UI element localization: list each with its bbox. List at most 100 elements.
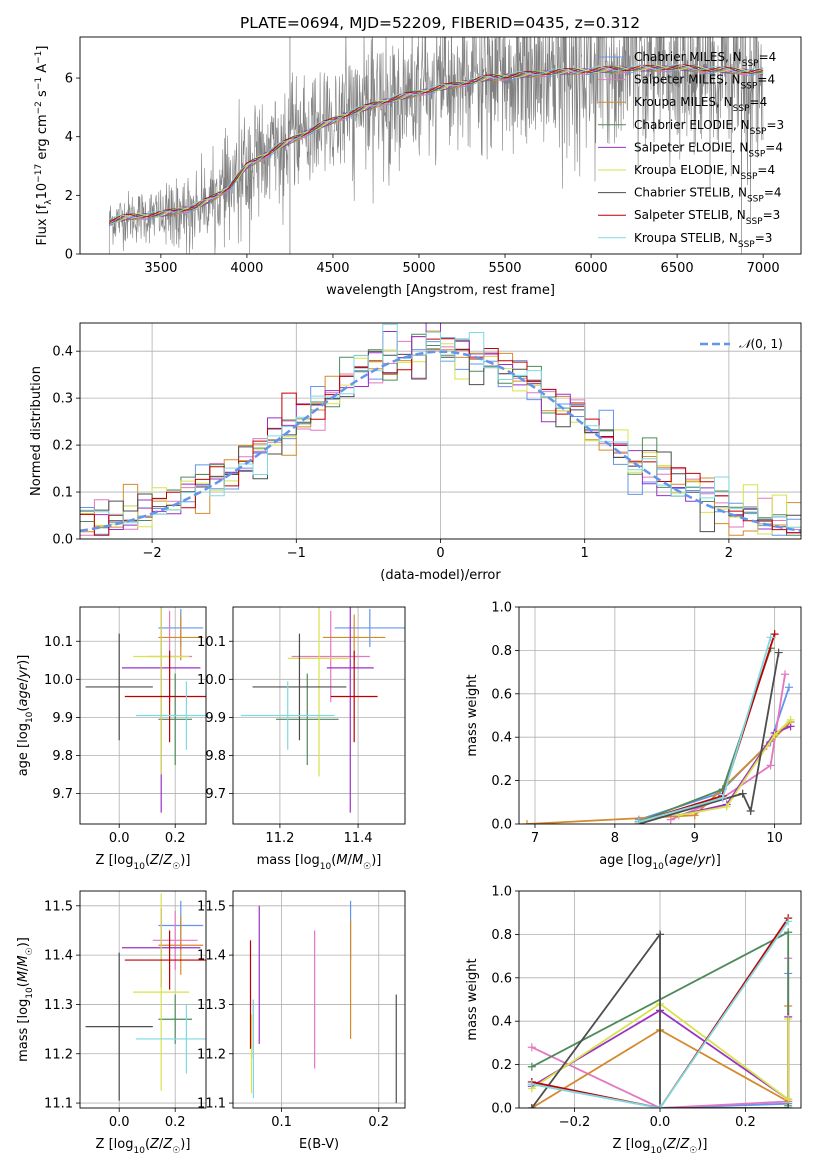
series-marker: [781, 670, 790, 679]
y-axis-label: mass weight: [465, 674, 480, 756]
y-tick-label: 0: [65, 248, 73, 263]
y-tick-label: 0.4: [491, 1015, 512, 1030]
x-tick-label: 7: [531, 831, 539, 846]
normal-curve: [80, 350, 801, 533]
y-tick-label: 0.3: [52, 392, 73, 407]
y-tick-label: 9.8: [52, 749, 73, 764]
series-marker: [527, 1080, 536, 1089]
series-kroupa-elodie: [674, 715, 795, 820]
errorbar-salpeter-stelib: [124, 650, 206, 743]
model-spectrum-kroupa-stelib: [109, 63, 764, 221]
x-tick-label: 0.0: [109, 1115, 130, 1130]
errorbar-salpeter-stelib: [124, 930, 206, 990]
series-marker: [784, 928, 793, 937]
x-tick-label: 0.2: [165, 831, 186, 846]
series-line: [638, 652, 780, 824]
y-tick-label: 11.1: [44, 1097, 73, 1112]
axes-frame: [232, 606, 406, 825]
errorbar-kroupa-miles: [158, 614, 204, 661]
errorbar-chabrier-miles: [334, 608, 405, 647]
y-tick-label: 4: [65, 130, 73, 145]
y-tick-label: 11.3: [44, 998, 73, 1013]
series-marker: [774, 648, 783, 657]
series-line: [526, 721, 792, 824]
series-marker: [634, 817, 643, 824]
series-marker: [522, 820, 531, 824]
y-tick-label: 9.8: [205, 749, 226, 764]
series-line: [638, 647, 772, 823]
x-axis-label: E(B-V): [299, 1137, 339, 1152]
y-axis-label: mass [log10(M/M☉)]: [16, 937, 35, 1062]
axes-residuals: −2 −1 0 1 2 0.0 0.1 0.2 0.3 0.4 (data-model)/error…: [29, 322, 802, 583]
x-tick-label: −0.2: [559, 1115, 591, 1130]
series-line: [670, 674, 786, 821]
series-marker: [656, 930, 664, 939]
axes-frame: [79, 606, 207, 825]
y-tick-label: 0.6: [491, 971, 512, 986]
axes-age_vs_mass: 11.2 11.4 9.7 9.8 9.9 10.0 10.1 mass [log10(M/M…: [197, 606, 406, 872]
y-axis-label: Flux [fλ10−17 erg cm−2 s−1 A−1]: [34, 46, 54, 246]
y-tick-label: 0.8: [491, 928, 512, 943]
series-marker: [527, 1104, 536, 1108]
y-tick-label: 0.0: [52, 533, 73, 548]
y-tick-label: 1.0: [491, 885, 512, 900]
legend-label-kroupa-stelib: Kroupa STELIB, NSSP=3: [634, 231, 772, 250]
x-tick-label: 5500: [488, 261, 521, 276]
axes-frame: [518, 606, 802, 825]
series-marker: [786, 715, 795, 724]
x-tick-label: 4500: [316, 261, 349, 276]
y-tick-label: 11.2: [44, 1047, 73, 1062]
legend-label-kroupa-elodie: Kroupa ELODIE, NSSP=4: [634, 163, 775, 182]
series-marker: [784, 1104, 793, 1108]
errorbar-salpeter-miles: [152, 910, 198, 970]
y-tick-label: 11.2: [197, 1047, 226, 1062]
series-line: [531, 1002, 790, 1102]
legend-label-chabrier-stelib: Chabrier STELIB, NSSP=4: [634, 186, 782, 205]
x-tick-label: 11.2: [265, 831, 294, 846]
legend: 𝒩(0, 1): [700, 337, 783, 351]
series-line: [531, 931, 789, 1108]
y-tick-label: 11.4: [44, 949, 73, 964]
series-kroupa-stelib: [634, 633, 775, 824]
series-marker: [738, 789, 747, 798]
x-tick-label: 5000: [402, 261, 435, 276]
errorbar-kroupa-elodie: [287, 607, 351, 777]
y-tick-label: 11.1: [197, 1097, 226, 1112]
series-marker: [770, 731, 779, 740]
x-tick-label: 11.4: [344, 831, 373, 846]
plot-area: [519, 607, 801, 824]
y-tick-label: 11.3: [197, 998, 226, 1013]
legend-label-salpeter-elodie: Salpeter ELODIE, NSSP=4: [634, 140, 783, 159]
plot-area: [80, 891, 206, 1108]
x-tick-label: 0.0: [109, 831, 130, 846]
series-line: [678, 719, 792, 817]
x-tick-label: 8: [611, 831, 619, 846]
y-tick-label: 11.5: [197, 899, 226, 914]
x-axis-label: mass [log10(M/M☉)]: [257, 853, 382, 872]
series-marker: [746, 806, 755, 815]
x-tick-label: 0.2: [165, 1115, 186, 1130]
x-axis-label: Z [log10(Z/Z☉)]: [96, 853, 191, 872]
axes-spectrum: 3500 4000 4500 5000 5500 6000 6500 7000 0 2 4 6 wave…: [34, 36, 802, 298]
axes-frame: [232, 890, 406, 1109]
errorbar-kroupa-stelib: [240, 681, 335, 750]
x-tick-label: 6500: [661, 261, 694, 276]
errorbar-salpeter-stelib: [330, 650, 378, 743]
axes-weight_vs_Z: −0.2 0.0 0.2 0.0 0.2 0.4 0.6 0.8 1.0 Z [log10(Z/Z…: [465, 885, 802, 1156]
x-tick-label: 7000: [747, 261, 780, 276]
plot-area: [108, 37, 764, 254]
y-tick-label: 0.8: [491, 644, 512, 659]
y-axis-label: mass weight: [465, 958, 480, 1040]
y-tick-label: 0.4: [52, 345, 73, 360]
x-axis-label: age [log10(age/yr)]: [599, 853, 721, 872]
errorbar-chabrier-stelib: [85, 633, 153, 741]
y-tick-label: 6: [65, 72, 73, 87]
series-marker: [527, 1043, 536, 1052]
x-tick-label: 4000: [230, 261, 263, 276]
figure-title: PLATE=0694, MJD=52209, FIBERID=0435, z=0…: [240, 14, 640, 32]
y-tick-label: 0.2: [491, 1058, 512, 1073]
series-marker: [784, 917, 793, 926]
errorbar-kroupa-stelib: [136, 1004, 206, 1074]
x-axis-label: wavelength [Angstrom, rest frame]: [326, 283, 555, 298]
